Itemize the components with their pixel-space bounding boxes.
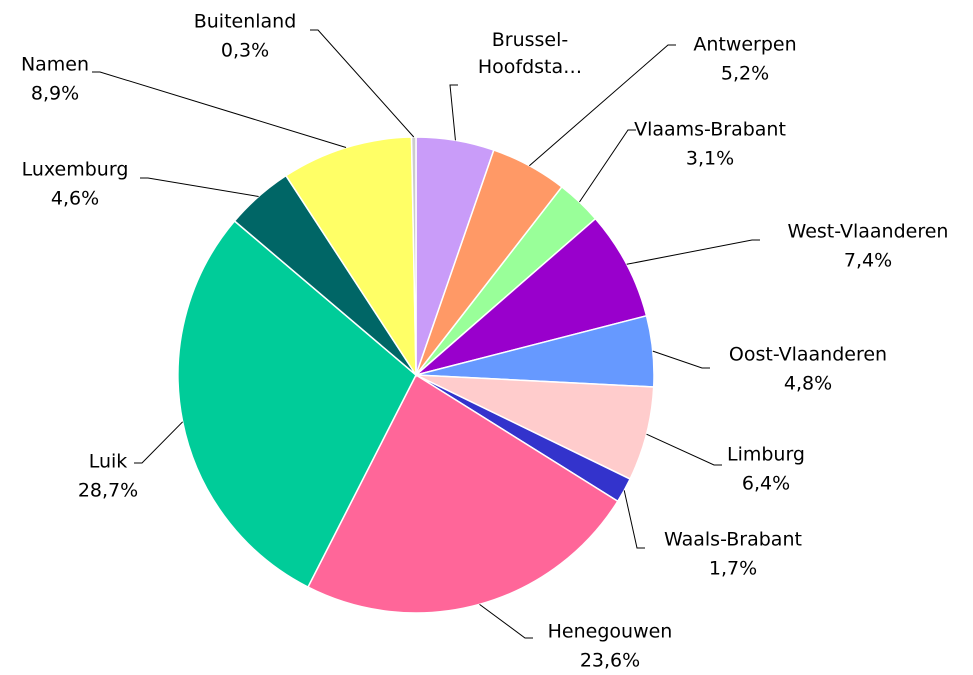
- slice-label: Buitenland: [194, 11, 297, 33]
- slice: [306, 373, 619, 614]
- leader-line: [310, 29, 415, 138]
- slice-label: Antwerpen: [693, 34, 796, 56]
- slice-label: Vlaams-Brabant: [634, 119, 786, 141]
- value-label: 1,7%: [709, 558, 757, 580]
- value-label: 23,6%: [580, 650, 640, 672]
- slice-label: Waals-Brabant: [664, 529, 802, 551]
- value-label: 6,4%: [742, 473, 790, 495]
- slice-label: Namen: [21, 54, 89, 76]
- value-label: 5,2%: [721, 63, 769, 85]
- leader-line: [579, 129, 636, 203]
- value-label: 28,7%: [78, 480, 138, 502]
- leader-line: [623, 490, 645, 549]
- slice-label: Luxemburg: [22, 159, 129, 181]
- leader-line: [449, 84, 458, 141]
- slice-label: Luik: [89, 451, 128, 473]
- value-label: 4,6%: [51, 188, 99, 210]
- leader-line: [479, 603, 533, 639]
- slice-label: Henegouwen: [548, 621, 673, 643]
- value-label: 4,8%: [784, 373, 832, 395]
- leader-line: [140, 177, 259, 197]
- value-label: 0,3%: [221, 40, 269, 62]
- leader-line: [646, 433, 722, 466]
- leader-line: [626, 239, 760, 265]
- value-label: 8,9%: [31, 83, 79, 105]
- slice-label: Limburg: [727, 444, 805, 466]
- slice-label: Brussel-Hoofdsta…: [478, 29, 582, 78]
- slice: [284, 136, 417, 378]
- leader-line: [652, 350, 710, 369]
- leader-line: [134, 421, 184, 464]
- value-label: 7,4%: [844, 250, 892, 272]
- value-label: 3,1%: [686, 148, 734, 170]
- slice: [415, 217, 648, 376]
- slice-label: Oost-Vlaanderen: [729, 344, 887, 366]
- leader-line: [529, 44, 676, 167]
- leader-line: [92, 71, 347, 148]
- slice-label: West-Vlaanderen: [788, 221, 949, 243]
